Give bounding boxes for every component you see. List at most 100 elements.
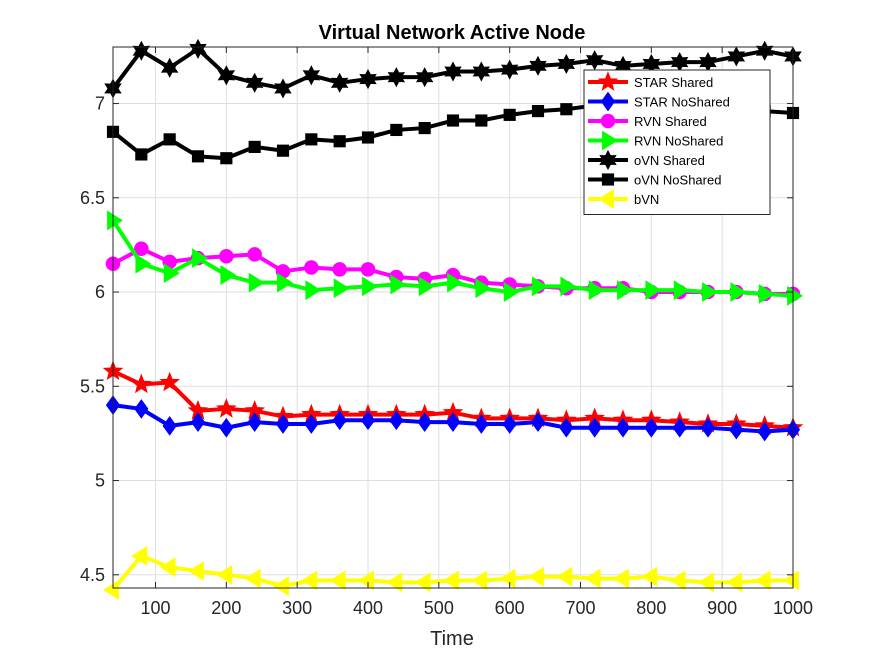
data-point <box>135 148 148 161</box>
data-point <box>301 570 318 591</box>
data-point <box>445 412 461 432</box>
legend-item: RVN NoShared <box>588 130 723 151</box>
legend-marker <box>599 149 617 171</box>
legend-label: STAR Shared <box>634 75 713 90</box>
data-point <box>754 570 771 591</box>
data-point <box>304 260 319 275</box>
data-point <box>274 78 292 99</box>
data-point <box>330 72 349 93</box>
data-point <box>131 546 148 566</box>
data-point <box>783 570 799 591</box>
series-bvn <box>103 546 799 600</box>
data-point <box>220 265 237 285</box>
data-point <box>472 61 491 82</box>
legend-item: STAR Shared <box>588 71 713 91</box>
data-point <box>358 570 374 591</box>
data-point <box>390 123 403 137</box>
data-point <box>503 282 520 302</box>
y-tick-label: 4.5 <box>80 565 105 585</box>
data-point <box>189 38 207 59</box>
x-tick-label: 900 <box>707 598 737 618</box>
y-tick-label: 6.5 <box>80 188 105 208</box>
series-layer <box>102 38 804 600</box>
data-point <box>417 412 432 432</box>
data-point <box>159 371 180 392</box>
legend-item: RVN Shared <box>588 113 707 129</box>
series-ovn-shared <box>104 38 802 99</box>
tick-layer: 100 200 300 400 500 600 700 800 900 1000 4.5 5 5.5 6 6… <box>80 47 813 618</box>
data-point <box>585 50 604 71</box>
data-point <box>248 272 265 293</box>
data-point <box>531 105 545 118</box>
legend-marker <box>598 189 614 209</box>
data-point <box>474 414 489 434</box>
legend-item: bVN <box>588 189 659 209</box>
x-tick-label: 800 <box>636 598 666 618</box>
data-point <box>446 114 460 127</box>
data-point <box>787 285 803 306</box>
data-point <box>134 241 149 256</box>
data-point <box>726 572 743 593</box>
data-point <box>444 61 462 82</box>
data-point <box>641 566 658 587</box>
data-point <box>730 282 747 302</box>
x-tick-label: 700 <box>565 598 595 618</box>
x-tick-label: 1000 <box>773 598 813 618</box>
data-point <box>360 410 376 431</box>
data-point <box>277 272 293 293</box>
y-tick-label: 7 <box>95 94 105 114</box>
series-rvn-noshared <box>107 210 803 306</box>
y-tick-label: 5 <box>95 471 105 491</box>
x-axis-label: Time <box>430 628 474 650</box>
data-point <box>333 135 346 148</box>
data-point <box>360 262 376 277</box>
data-point <box>305 133 318 146</box>
data-point <box>332 410 347 431</box>
legend-marker <box>602 130 618 151</box>
data-point <box>615 417 631 438</box>
data-point <box>361 131 375 144</box>
x-tick-label: 100 <box>140 598 170 618</box>
data-point <box>757 421 772 442</box>
data-point <box>584 568 601 589</box>
data-point <box>530 412 546 432</box>
data-point <box>587 417 602 438</box>
data-point <box>557 53 576 75</box>
legend: STAR Shared STAR NoShared RVN Shared RVN No… <box>583 69 771 215</box>
data-point <box>729 419 744 440</box>
data-point <box>443 570 459 591</box>
legend-label: STAR NoShared <box>634 95 730 110</box>
data-point <box>499 568 516 589</box>
data-point <box>107 210 123 231</box>
data-point <box>188 561 204 581</box>
data-point <box>333 278 350 299</box>
legend-item: oVN NoShared <box>588 173 721 188</box>
data-point <box>617 280 633 301</box>
data-point <box>669 570 686 591</box>
legend-item: oVN Shared <box>588 149 705 171</box>
data-point <box>556 566 573 587</box>
data-point <box>219 417 234 438</box>
legend-marker <box>597 71 619 91</box>
data-point <box>414 572 431 593</box>
data-point <box>644 417 659 438</box>
y-tick-label: 6 <box>95 282 105 302</box>
data-point <box>588 280 605 301</box>
data-point <box>304 414 319 434</box>
data-point <box>216 564 233 585</box>
data-point <box>447 272 463 293</box>
data-point <box>359 68 377 90</box>
data-point <box>758 284 775 304</box>
data-point <box>305 280 322 301</box>
data-point <box>672 417 687 438</box>
data-point <box>702 282 718 302</box>
legend-marker <box>601 173 615 186</box>
data-point <box>560 276 577 297</box>
data-point <box>475 114 488 127</box>
data-point <box>755 40 774 61</box>
data-point <box>386 572 403 593</box>
series-star-noshared <box>105 395 801 442</box>
data-point <box>532 276 548 297</box>
x-tick-label: 600 <box>495 598 525 618</box>
data-point <box>390 274 407 295</box>
